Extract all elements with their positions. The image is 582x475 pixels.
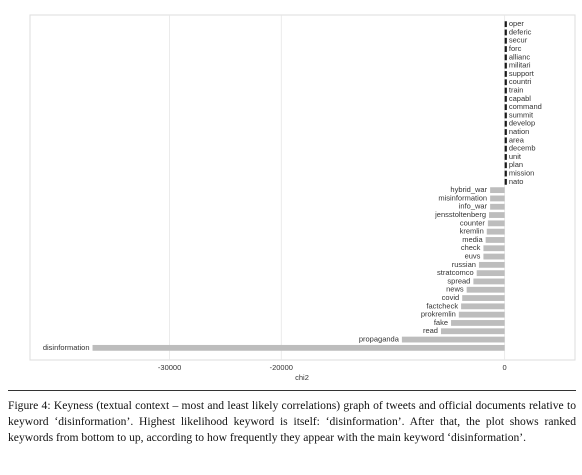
bar-label: jensstoltenberg: [434, 210, 486, 219]
bar: [504, 129, 507, 135]
bar: [504, 145, 507, 152]
bar-label: decemb: [509, 144, 536, 153]
bar-label: info_war: [459, 202, 488, 211]
x-axis-label: chi2: [295, 373, 309, 382]
bar-label: allianc: [509, 52, 531, 61]
bar-label: support: [509, 69, 535, 78]
bar: [490, 203, 505, 210]
bar: [485, 237, 505, 243]
bar-label: unit: [509, 152, 522, 161]
bar: [462, 295, 505, 301]
bar-label: read: [423, 326, 438, 335]
bar-label: propaganda: [359, 335, 400, 344]
bar: [458, 311, 505, 318]
bar: [504, 71, 507, 77]
caption: Figure 4: Keyness (textual context – mos…: [8, 399, 576, 444]
bar: [504, 137, 507, 144]
bar-label: news: [446, 285, 464, 294]
bar-label: train: [509, 86, 524, 95]
bar-label: factcheck: [426, 301, 458, 310]
x-tick-label: -30000: [158, 363, 181, 372]
bar-label: euvs: [465, 252, 481, 261]
bar: [504, 79, 507, 86]
bar: [504, 54, 507, 61]
bar: [490, 187, 505, 194]
bar: [504, 112, 507, 119]
bar-label: nato: [509, 177, 524, 186]
bar: [504, 162, 507, 169]
bar-label: command: [509, 102, 542, 111]
bar-label: forc: [509, 44, 522, 53]
bar-label: kremlin: [460, 227, 484, 236]
bar-label: plan: [509, 160, 523, 169]
bar-label: media: [462, 235, 483, 244]
bar: [451, 320, 505, 326]
bar: [440, 328, 505, 335]
bar-label: nation: [509, 127, 529, 136]
chart: chi2 -30000 -20000 0 disinformation propagan…: [29, 14, 576, 382]
bar-label: russian: [452, 260, 476, 269]
bar-label: hybrid_war: [450, 185, 487, 194]
bar-label: stratcomco: [437, 268, 474, 277]
bar: [504, 87, 507, 94]
bar: [504, 104, 507, 111]
bar-label: prokremlin: [421, 310, 456, 319]
bar: [504, 95, 507, 102]
bar: [483, 253, 505, 260]
bar-label: covid: [442, 293, 460, 302]
bar-label: develop: [509, 119, 535, 128]
bar-label: deferic: [509, 27, 532, 36]
bar-label: fake: [434, 318, 448, 327]
bar: [486, 228, 505, 235]
bar: [476, 270, 505, 277]
bar-label: check: [461, 243, 481, 252]
bar: [487, 220, 505, 227]
bar: [504, 120, 507, 127]
bar: [504, 154, 507, 160]
bar-label: militari: [509, 61, 531, 70]
bar-label: mission: [509, 169, 534, 178]
bar: [483, 245, 505, 252]
bar-label: secur: [509, 36, 528, 45]
x-tick-label: 0: [503, 363, 507, 372]
bar-label: area: [509, 135, 525, 144]
bar: [478, 261, 505, 268]
bar-label: oper: [509, 19, 525, 28]
bar: [490, 195, 505, 202]
x-tick-label: -20000: [270, 363, 293, 372]
bar: [489, 212, 505, 218]
bar-label: disinformation: [43, 343, 90, 352]
bar: [473, 278, 505, 285]
bar-label: summit: [509, 110, 534, 119]
bar-label: spread: [447, 276, 470, 285]
bar-label: capabl: [509, 94, 531, 103]
plot-frame: [29, 14, 576, 361]
caption-rule: [8, 390, 576, 391]
bar-label: misinformation: [438, 193, 487, 202]
bar: [504, 29, 507, 36]
bar: [504, 170, 507, 177]
bar: [401, 336, 505, 343]
bar: [504, 62, 507, 69]
bar-label: counter: [460, 218, 486, 227]
bar: [504, 37, 507, 44]
bar: [504, 178, 507, 185]
bar: [504, 21, 507, 28]
bar-label: countri: [509, 77, 532, 86]
bar: [504, 46, 507, 52]
bar: [92, 344, 505, 351]
bar: [461, 303, 505, 310]
bar: [466, 286, 505, 293]
